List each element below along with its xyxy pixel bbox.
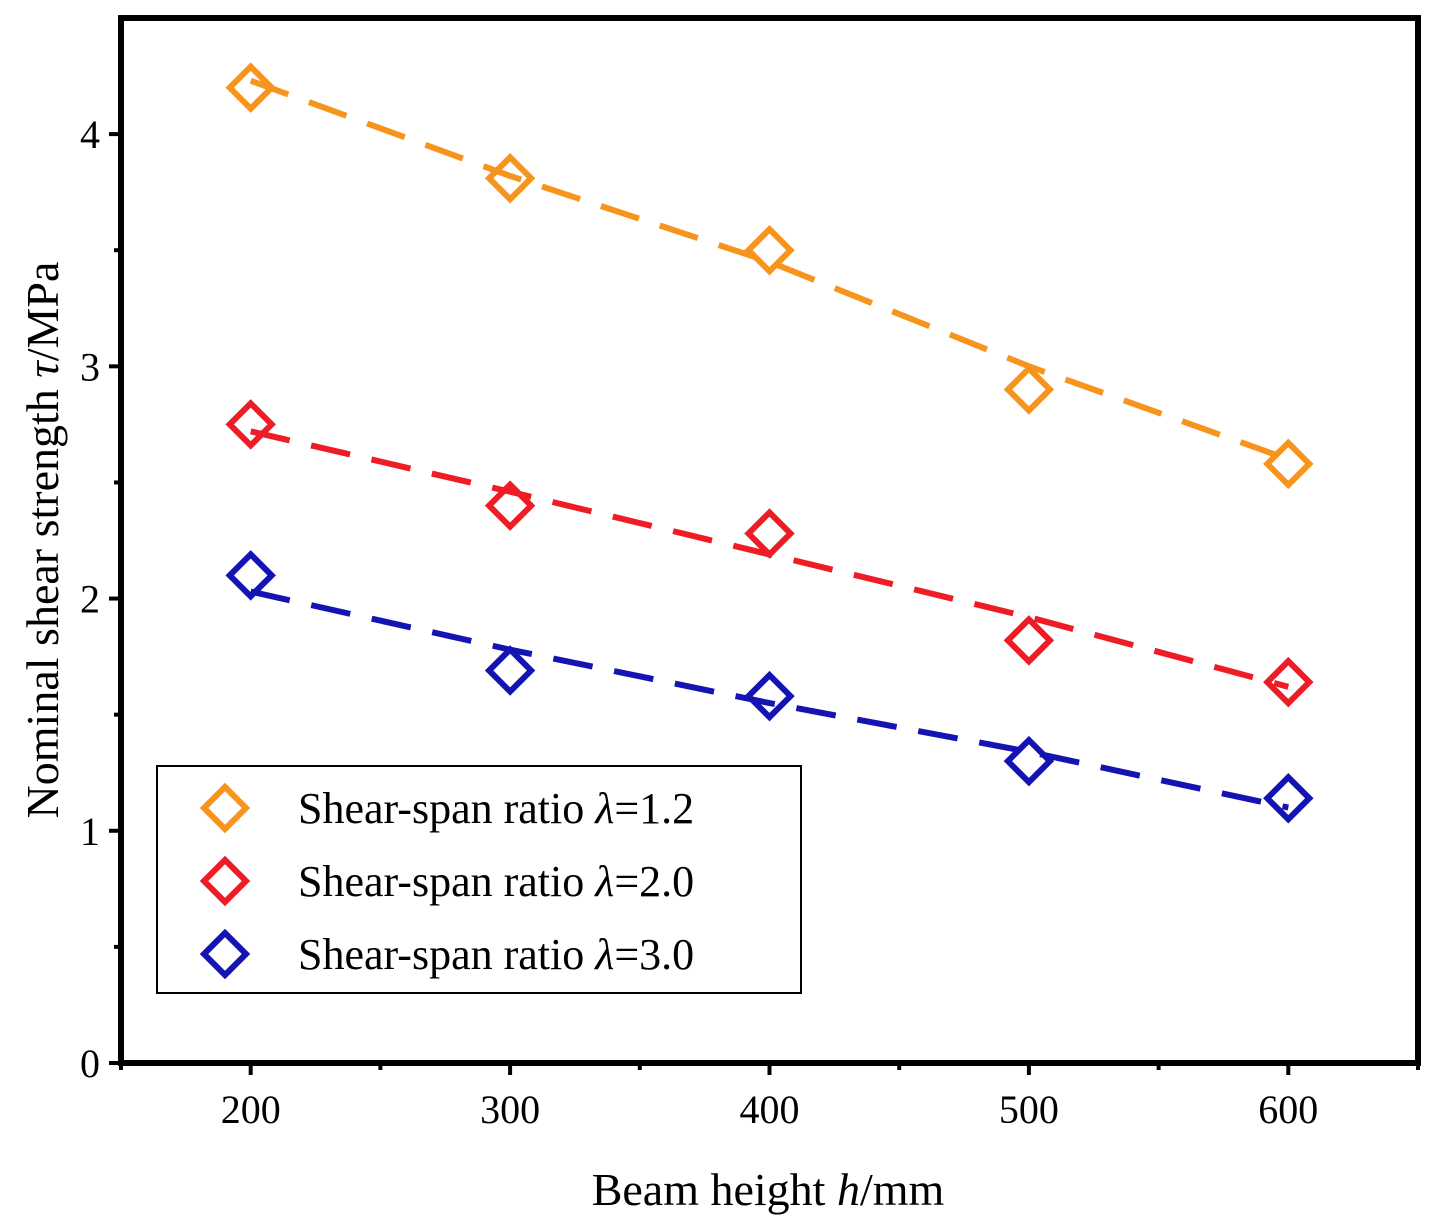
data-point bbox=[484, 152, 536, 204]
data-point bbox=[225, 399, 276, 450]
data-point bbox=[1263, 656, 1314, 708]
legend-label: Shear-span ratio λ=2.0 bbox=[298, 857, 694, 906]
legend-label: Shear-span ratio λ=1.2 bbox=[298, 784, 694, 833]
fit-line bbox=[250, 588, 1289, 811]
data-point bbox=[744, 508, 795, 559]
data-point bbox=[1003, 735, 1055, 787]
legend-marker bbox=[199, 782, 251, 834]
x-tick-label: 300 bbox=[480, 1087, 540, 1132]
y-tick-label: 1 bbox=[80, 809, 100, 854]
y-tick-label: 0 bbox=[80, 1041, 100, 1086]
data-point bbox=[1003, 364, 1055, 415]
data-point bbox=[484, 480, 536, 531]
data-markers bbox=[225, 62, 1314, 824]
data-point bbox=[225, 62, 276, 113]
x-tick-label: 600 bbox=[1258, 1087, 1318, 1132]
data-point bbox=[744, 224, 795, 276]
legend-label: Shear-span ratio λ=3.0 bbox=[298, 930, 694, 979]
x-tick-label: 400 bbox=[740, 1087, 800, 1132]
data-point bbox=[1263, 438, 1314, 490]
x-axis-label: Beam height h/mm bbox=[592, 1164, 945, 1215]
fit-line bbox=[250, 428, 1290, 690]
data-point bbox=[744, 670, 795, 722]
legend-marker bbox=[199, 855, 251, 907]
axis-ticks: 200 300 400 500 600 0 1 2 3 4 bbox=[80, 112, 1420, 1132]
x-tick-label: 200 bbox=[221, 1087, 281, 1132]
y-tick-label: 4 bbox=[80, 112, 100, 157]
legend-marker bbox=[199, 928, 251, 980]
y-tick-label: 3 bbox=[80, 344, 100, 389]
data-point bbox=[225, 550, 276, 601]
legend-box bbox=[156, 765, 802, 994]
legend-entries: Shear-span ratio λ=1.2 Shear-span ratio λ… bbox=[199, 782, 694, 980]
x-tick-label: 500 bbox=[999, 1087, 1059, 1132]
y-axis-label: Nominal shear strength τ/MPa bbox=[17, 262, 68, 819]
legend: Shear-span ratio λ=1.2 Shear-span ratio λ… bbox=[156, 765, 802, 994]
y-tick-label: 2 bbox=[80, 577, 100, 622]
fit-lines bbox=[249, 77, 1290, 811]
data-point bbox=[484, 645, 536, 696]
data-point bbox=[1003, 615, 1055, 666]
data-point bbox=[1263, 773, 1314, 824]
